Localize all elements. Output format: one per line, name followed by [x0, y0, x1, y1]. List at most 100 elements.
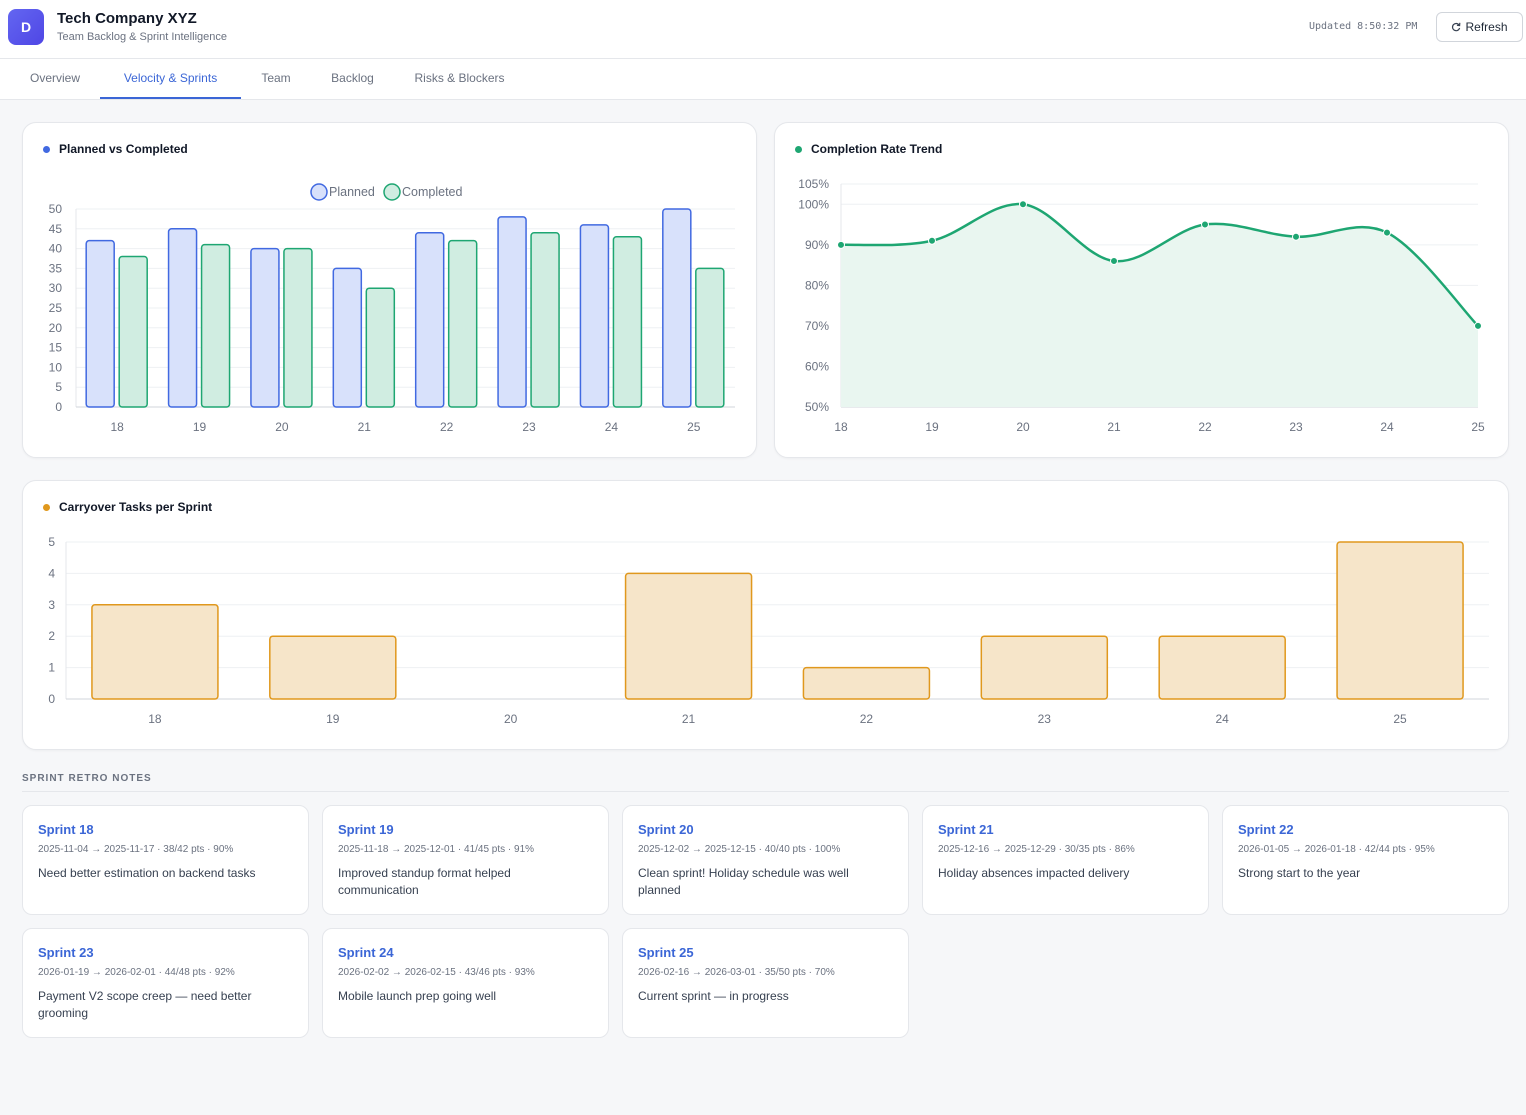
retro-title[interactable]: Sprint 24	[338, 945, 394, 960]
planned-bar	[662, 208, 692, 408]
x-tick-label: 23	[1038, 712, 1052, 726]
x-tick-label: 19	[925, 420, 939, 434]
y-tick-label: 15	[49, 341, 63, 355]
retro-text: Need better estimation on backend tasks	[38, 866, 256, 880]
y-tick-label: 5	[48, 535, 55, 549]
x-tick-label: 25	[1471, 420, 1485, 434]
x-tick-label: 20	[1016, 420, 1030, 434]
completed-bar	[612, 235, 643, 408]
retro-title[interactable]: Sprint 18	[38, 822, 94, 837]
planned-bar	[167, 228, 198, 408]
trend-point	[1019, 200, 1027, 209]
y-tick-label: 100%	[798, 197, 829, 211]
retro-text: Strong start to the year	[1238, 866, 1361, 880]
carryover-bar	[1336, 541, 1464, 700]
legend-label: Completed	[402, 185, 462, 199]
retro-meta: 2026-01-05 → 2026-01-18 · 42/44 pts · 95…	[1238, 844, 1435, 855]
planned-bar	[85, 239, 115, 408]
completed-bar	[283, 247, 313, 408]
retro-meta: 2026-01-19 → 2026-02-01 · 44/48 pts · 92…	[38, 967, 235, 978]
completed-bar	[200, 243, 231, 408]
y-tick-label: 4	[48, 566, 55, 580]
y-tick-label: 90%	[805, 238, 829, 252]
retro-meta: 2025-11-04 → 2025-11-17 · 38/42 pts · 90…	[38, 844, 234, 855]
tab-velocity-sprints[interactable]: Velocity & Sprints	[100, 59, 241, 99]
retro-title[interactable]: Sprint 25	[638, 945, 694, 960]
trend-point	[1201, 220, 1209, 229]
trend-point	[928, 236, 936, 245]
retro-title[interactable]: Sprint 21	[938, 822, 994, 837]
x-tick-label: 18	[148, 712, 162, 726]
completed-bar	[118, 255, 148, 408]
retro-meta: 2026-02-02 → 2026-02-15 · 43/46 pts · 93…	[338, 967, 535, 978]
x-tick-label: 19	[326, 712, 340, 726]
retro-title[interactable]: Sprint 19	[338, 822, 394, 837]
trend-point	[1474, 321, 1482, 330]
y-tick-label: 0	[48, 692, 55, 706]
x-tick-label: 24	[605, 420, 619, 434]
title-dot	[43, 503, 50, 511]
x-tick-label: 20	[504, 712, 518, 726]
company-logo: D	[8, 9, 44, 45]
chart-title-text: Completion Rate Trend	[811, 142, 943, 156]
completed-bar	[695, 267, 725, 408]
retro-text: Holiday absences impacted delivery	[938, 866, 1130, 880]
y-tick-label: 105%	[798, 177, 829, 191]
retro-title[interactable]: Sprint 20	[638, 822, 694, 837]
y-tick-label: 60%	[805, 359, 829, 373]
carryover-bar	[802, 666, 931, 700]
y-tick-label: 30	[49, 281, 63, 295]
retro-card-sprint-22: Sprint 22 2026-01-05 → 2026-01-18 · 42/4…	[1222, 805, 1509, 915]
x-tick-label: 21	[358, 420, 372, 434]
refresh-label: Refresh	[1465, 20, 1508, 34]
tab-risks-blockers[interactable]: Risks & Blockers	[414, 71, 505, 85]
y-tick-label: 3	[48, 598, 55, 612]
carryover-bar	[1158, 635, 1286, 700]
x-tick-label: 18	[834, 420, 848, 434]
y-tick-label: 70%	[805, 319, 829, 333]
title-dot	[43, 145, 50, 153]
trend-point	[1110, 257, 1118, 266]
retro-section-label: SPRINT RETRO NOTES	[22, 773, 152, 784]
retro-card-sprint-18: Sprint 18 2025-11-04 → 2025-11-17 · 38/4…	[22, 805, 309, 915]
planned-bar	[579, 224, 610, 408]
tab-bar: Overview Velocity & Sprints Team Backlog…	[0, 59, 1526, 100]
completion-rate-title: Completion Rate Trend	[795, 142, 942, 156]
retro-meta: 2025-12-16 → 2025-12-29 · 30/35 pts · 86…	[938, 844, 1135, 855]
retro-card-sprint-23: Sprint 23 2026-01-19 → 2026-02-01 · 44/4…	[22, 928, 309, 1038]
planned-vs-completed-title: Planned vs Completed	[43, 142, 188, 156]
updated-timestamp: Updated 8:50:32 PM	[1309, 21, 1418, 32]
completed-bar	[365, 287, 396, 408]
completion-rate-card: 50% 60% 70% 80% 90% 100% 105% 18 19 20 21 22 23 24 25 …	[774, 122, 1509, 458]
planned-bar	[332, 267, 363, 408]
y-tick-label: 10	[49, 360, 63, 374]
planned-vs-completed-card: 0 5 10 15 20 25 30 35 40 45 50 18 19 20 21 22 23 24 25 Plan…	[22, 122, 757, 458]
retro-text: Current sprint — in progress	[638, 989, 789, 1003]
title-dot	[795, 145, 802, 153]
tab-backlog[interactable]: Backlog	[331, 71, 374, 85]
app-header: D Tech Company XYZ Team Backlog & Sprint…	[0, 0, 1526, 59]
planned-vs-completed-chart: 0 5 10 15 20 25 30 35 40 45 50 18 19 20 21 22 23 24 25 Plan…	[49, 183, 735, 434]
refresh-button[interactable]: Refresh	[1436, 12, 1523, 42]
tab-team[interactable]: Team	[261, 71, 291, 85]
y-tick-label: 50	[49, 202, 63, 216]
retro-title[interactable]: Sprint 23	[38, 945, 94, 960]
retro-meta: 2026-02-16 → 2026-03-01 · 35/50 pts · 70…	[638, 967, 835, 978]
retro-title[interactable]: Sprint 22	[1238, 822, 1294, 837]
completion-rate-chart: 50% 60% 70% 80% 90% 100% 105% 18 19 20 21 22 23 24 25	[798, 177, 1485, 434]
retro-card-sprint-19: Sprint 19 2025-11-18 → 2025-12-01 · 41/4…	[322, 805, 609, 915]
y-tick-label: 50%	[805, 400, 829, 414]
retro-card-sprint-25: Sprint 25 2026-02-16 → 2026-03-01 · 35/5…	[622, 928, 909, 1038]
x-tick-label: 25	[1393, 712, 1407, 726]
completed-bar	[530, 232, 560, 408]
y-tick-label: 25	[49, 301, 63, 315]
y-tick-label: 45	[49, 222, 63, 236]
x-tick-label: 22	[1198, 420, 1212, 434]
trend-point	[1383, 228, 1391, 237]
x-tick-label: 25	[687, 420, 701, 434]
refresh-icon	[1452, 22, 1461, 32]
tab-overview[interactable]: Overview	[29, 71, 80, 85]
x-tick-label: 22	[440, 420, 454, 434]
planned-bar	[414, 232, 445, 408]
